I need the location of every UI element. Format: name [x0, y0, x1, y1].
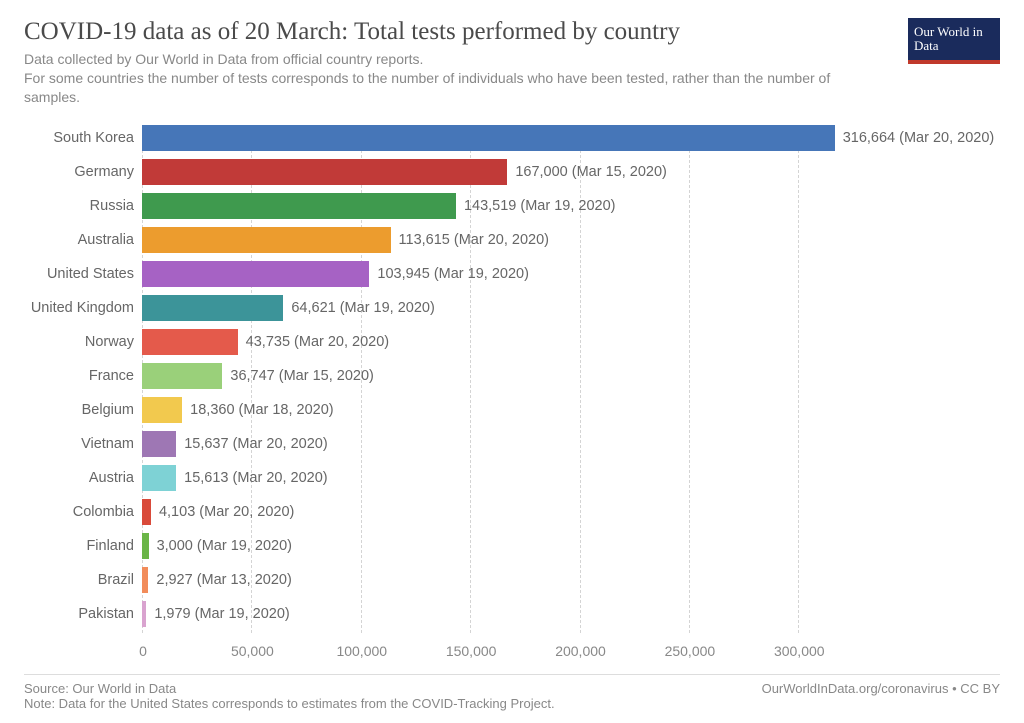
country-label: Australia — [78, 232, 134, 248]
country-label: Finland — [86, 538, 134, 554]
bar — [142, 397, 182, 423]
bar — [142, 227, 391, 253]
chart-header: COVID-19 data as of 20 March: Total test… — [24, 18, 1000, 107]
country-label: Belgium — [82, 402, 134, 418]
country-label: Pakistan — [78, 606, 134, 622]
grid-line: 250,000 — [689, 125, 690, 633]
bar-row: United Kingdom64,621 (Mar 19, 2020) — [142, 295, 435, 321]
bar — [142, 465, 176, 491]
bar — [142, 261, 369, 287]
country-label: Norway — [85, 334, 134, 350]
bar-row: Norway43,735 (Mar 20, 2020) — [142, 329, 389, 355]
value-label: 103,945 (Mar 19, 2020) — [377, 266, 529, 282]
value-label: 43,735 (Mar 20, 2020) — [246, 334, 389, 350]
country-label: Russia — [90, 198, 134, 214]
country-label: Germany — [74, 164, 134, 180]
bar-row: Brazil2,927 (Mar 13, 2020) — [142, 567, 292, 593]
value-label: 3,000 (Mar 19, 2020) — [157, 538, 292, 554]
x-tick-label: 50,000 — [231, 643, 274, 659]
bar-row: Belgium18,360 (Mar 18, 2020) — [142, 397, 334, 423]
value-label: 316,664 (Mar 20, 2020) — [843, 130, 995, 146]
value-label: 113,615 (Mar 20, 2020) — [399, 232, 549, 248]
chart-subtitle: Data collected by Our World in Data from… — [24, 50, 844, 107]
value-label: 143,519 (Mar 19, 2020) — [464, 198, 616, 214]
value-label: 15,613 (Mar 20, 2020) — [184, 470, 327, 486]
value-label: 36,747 (Mar 15, 2020) — [230, 368, 373, 384]
bar-row: Australia113,615 (Mar 20, 2020) — [142, 227, 549, 253]
country-label: France — [89, 368, 134, 384]
value-label: 15,637 (Mar 20, 2020) — [184, 436, 327, 452]
bar-row: Pakistan1,979 (Mar 19, 2020) — [142, 601, 290, 627]
bar — [142, 193, 456, 219]
bar-chart: 0 50,000 100,000 150,000 200,000 250,000 300,0… — [24, 125, 998, 685]
bar-row: Finland3,000 (Mar 19, 2020) — [142, 533, 292, 559]
bar — [142, 533, 149, 559]
bar — [142, 601, 146, 627]
bar-row: Russia143,519 (Mar 19, 2020) — [142, 193, 615, 219]
value-label: 4,103 (Mar 20, 2020) — [159, 504, 294, 520]
bar — [142, 329, 238, 355]
country-label: South Korea — [53, 130, 134, 146]
logo-text: Our World in Data — [914, 25, 994, 52]
bar — [142, 125, 835, 151]
chart-title: COVID-19 data as of 20 March: Total test… — [24, 18, 1000, 46]
value-label: 18,360 (Mar 18, 2020) — [190, 402, 333, 418]
x-tick-label: 200,000 — [555, 643, 606, 659]
x-tick-label: 250,000 — [665, 643, 716, 659]
x-tick-label: 0 — [139, 643, 147, 659]
footer-attribution: OurWorldInData.org/coronavirus • CC BY — [762, 681, 1000, 696]
country-label: Austria — [89, 470, 134, 486]
country-label: Colombia — [73, 504, 134, 520]
chart-footer: Source: Our World in Data Note: Data for… — [24, 674, 1000, 711]
bar-row: Germany167,000 (Mar 15, 2020) — [142, 159, 667, 185]
bar-row: Colombia4,103 (Mar 20, 2020) — [142, 499, 294, 525]
bar — [142, 499, 151, 525]
country-label: United States — [47, 266, 134, 282]
value-label: 2,927 (Mar 13, 2020) — [156, 572, 291, 588]
bar — [142, 431, 176, 457]
bar-row: France36,747 (Mar 15, 2020) — [142, 363, 374, 389]
bar-row: Austria15,613 (Mar 20, 2020) — [142, 465, 328, 491]
bar-row: Vietnam15,637 (Mar 20, 2020) — [142, 431, 328, 457]
value-label: 167,000 (Mar 15, 2020) — [515, 164, 667, 180]
footer-note: Note: Data for the United States corresp… — [24, 696, 1000, 711]
bar-row: United States103,945 (Mar 19, 2020) — [142, 261, 529, 287]
owid-logo: Our World in Data — [908, 18, 1000, 64]
plot-area: 050,000100,000150,000200,000250,000300,0… — [142, 125, 842, 633]
country-label: Brazil — [98, 572, 134, 588]
bar — [142, 159, 507, 185]
grid-line: 300,000 — [798, 125, 799, 633]
x-tick-label: 100,000 — [336, 643, 387, 659]
bar — [142, 295, 283, 321]
country-label: United Kingdom — [31, 300, 134, 316]
value-label: 1,979 (Mar 19, 2020) — [154, 606, 289, 622]
x-tick-label: 300,000 — [774, 643, 825, 659]
bar — [142, 363, 222, 389]
x-tick-label: 150,000 — [446, 643, 497, 659]
bar-row: South Korea316,664 (Mar 20, 2020) — [142, 125, 994, 151]
country-label: Vietnam — [81, 436, 134, 452]
bar — [142, 567, 148, 593]
value-label: 64,621 (Mar 19, 2020) — [291, 300, 434, 316]
